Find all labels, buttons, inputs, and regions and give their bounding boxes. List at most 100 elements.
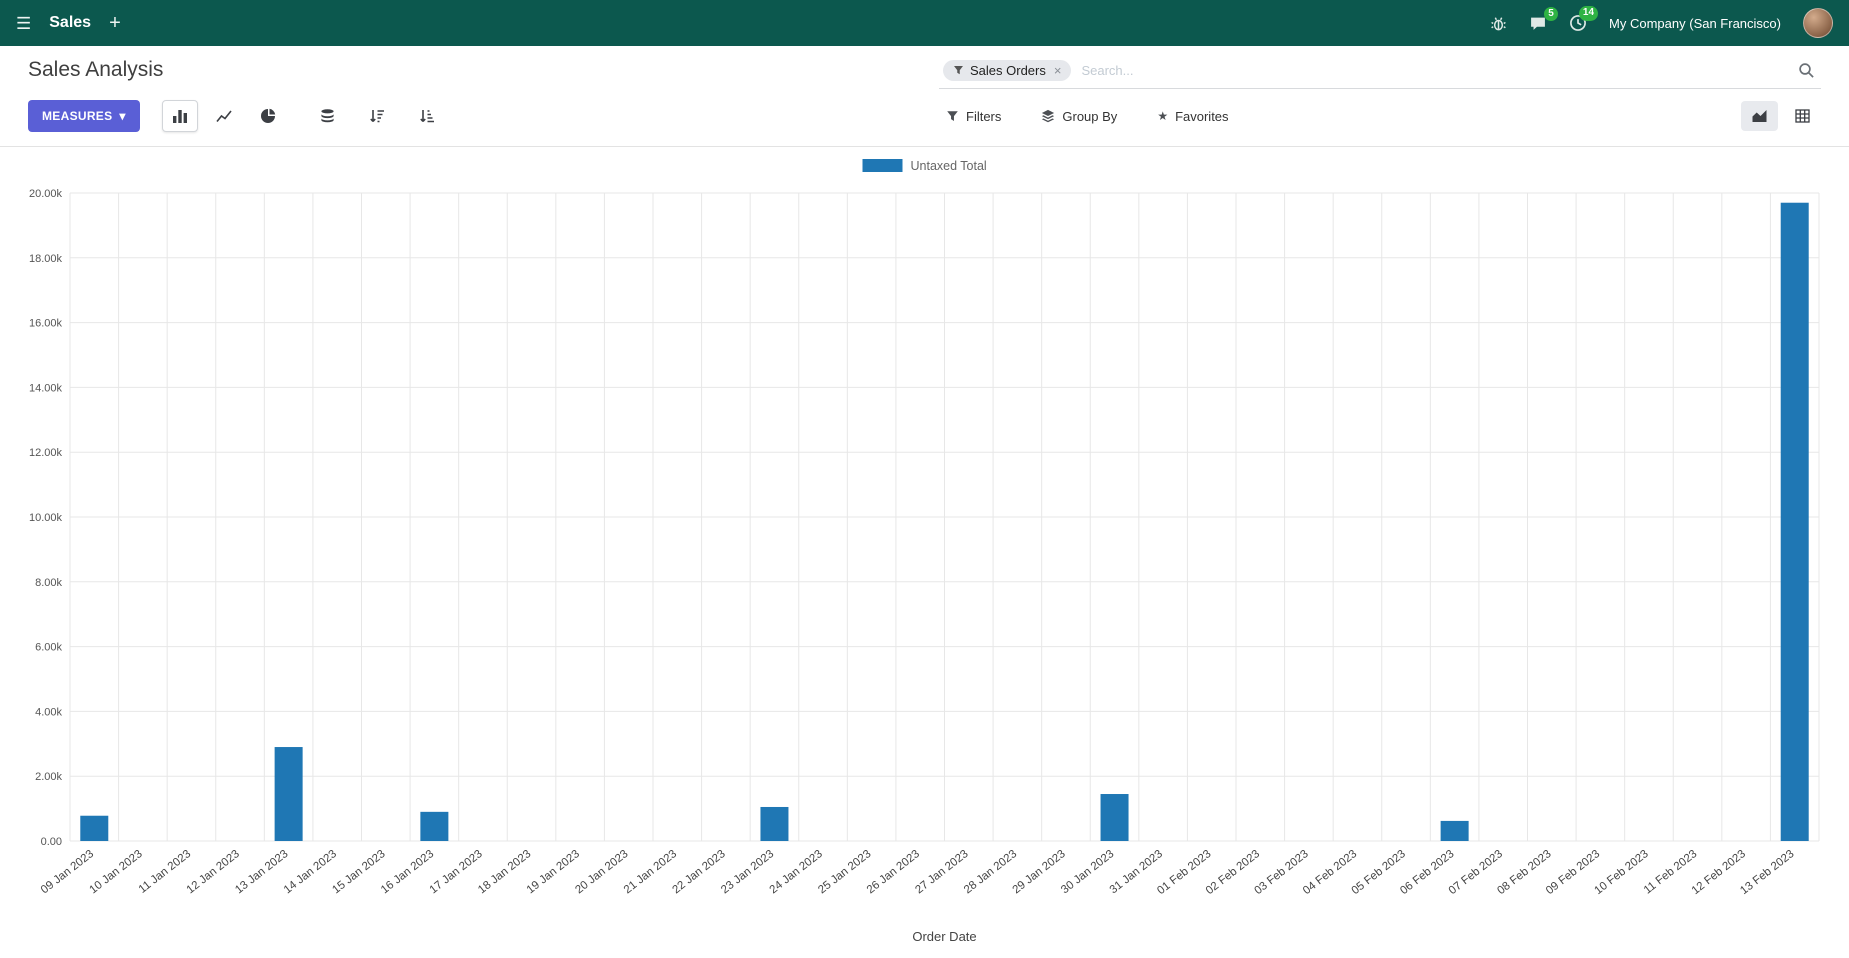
sort-descending-button[interactable] bbox=[359, 100, 395, 132]
search-bar: Sales Orders × bbox=[939, 58, 1821, 89]
facet-remove-icon[interactable]: × bbox=[1053, 63, 1062, 78]
x-tick-label: 22 Jan 2023 bbox=[670, 848, 727, 896]
stacked-toggle-button[interactable] bbox=[310, 100, 345, 132]
navbar-left: ☰ Sales + bbox=[16, 13, 121, 33]
search-submit-button[interactable] bbox=[1796, 62, 1817, 79]
bar-chart-button[interactable] bbox=[161, 100, 198, 132]
chart-bar[interactable] bbox=[760, 806, 789, 841]
stacked-icon bbox=[321, 109, 334, 123]
sort-descending-icon bbox=[369, 110, 384, 123]
graph-view-button[interactable] bbox=[1741, 101, 1778, 131]
chart-bar[interactable] bbox=[1100, 794, 1129, 841]
apps-menu-button[interactable]: ☰ bbox=[16, 15, 31, 32]
y-tick-label: 16.00k bbox=[29, 318, 63, 330]
measures-button[interactable]: MEASURES ▾ bbox=[28, 100, 140, 132]
measures-label: MEASURES bbox=[42, 109, 113, 123]
line-chart-button[interactable] bbox=[206, 100, 242, 132]
y-tick-label: 14.00k bbox=[29, 382, 63, 394]
y-tick-label: 0.00 bbox=[41, 836, 62, 848]
line-chart-icon bbox=[216, 110, 232, 123]
x-tick-label: 27 Jan 2023 bbox=[913, 848, 970, 896]
search-icon bbox=[1799, 63, 1814, 78]
top-navbar: ☰ Sales + 5 14 My Company (San Franc bbox=[0, 0, 1849, 46]
chart-bar[interactable] bbox=[420, 811, 449, 841]
pivot-view-icon bbox=[1795, 109, 1810, 123]
x-tick-label: 16 Jan 2023 bbox=[379, 848, 436, 896]
pivot-view-button[interactable] bbox=[1784, 101, 1821, 131]
control-panel-toolbar: MEASURES ▾ bbox=[28, 94, 1821, 138]
control-panel: Sales Analysis Sales Orders × MEASURES ▾ bbox=[0, 46, 1849, 147]
y-tick-label: 4.00k bbox=[35, 706, 62, 718]
chart-bar[interactable] bbox=[1780, 202, 1809, 842]
y-tick-label: 2.00k bbox=[35, 771, 62, 783]
sort-ascending-icon bbox=[419, 110, 434, 123]
x-tick-label: 15 Jan 2023 bbox=[330, 848, 387, 896]
user-avatar[interactable] bbox=[1803, 8, 1833, 38]
y-tick-label: 18.00k bbox=[29, 253, 63, 265]
x-axis-title: Order Date bbox=[912, 929, 976, 944]
sort-ascending-button[interactable] bbox=[409, 100, 445, 132]
x-tick-label: 23 Jan 2023 bbox=[719, 848, 776, 896]
x-tick-label: 26 Jan 2023 bbox=[865, 848, 922, 896]
filters-label: Filters bbox=[966, 108, 1002, 124]
new-tab-button[interactable]: + bbox=[109, 13, 121, 33]
pie-chart-icon bbox=[260, 108, 275, 123]
x-tick-label: 09 Jan 2023 bbox=[39, 848, 96, 896]
x-tick-label: 24 Jan 2023 bbox=[768, 848, 825, 896]
filter-icon bbox=[947, 110, 958, 121]
x-tick-label: 13 Feb 2023 bbox=[1738, 848, 1796, 897]
y-tick-label: 12.00k bbox=[29, 447, 63, 459]
graph-view-icon bbox=[1752, 110, 1767, 122]
chart-bar[interactable] bbox=[1440, 820, 1469, 841]
plus-icon: + bbox=[109, 12, 121, 34]
x-tick-label: 21 Jan 2023 bbox=[622, 848, 679, 896]
x-tick-label: 10 Feb 2023 bbox=[1593, 848, 1651, 897]
x-tick-label: 25 Jan 2023 bbox=[816, 848, 873, 896]
hamburger-icon: ☰ bbox=[16, 13, 32, 33]
x-tick-label: 29 Jan 2023 bbox=[1011, 848, 1068, 896]
filters-button[interactable]: Filters bbox=[940, 108, 1007, 125]
legend-swatch[interactable] bbox=[862, 159, 903, 172]
x-tick-label: 10 Jan 2023 bbox=[87, 848, 144, 896]
search-options-group: Filters Group By ★ Favorites bbox=[940, 108, 1235, 125]
chart-options-group bbox=[310, 100, 445, 132]
x-tick-label: 12 Jan 2023 bbox=[185, 848, 242, 896]
filter-facet-icon bbox=[954, 66, 963, 75]
favorites-label: Favorites bbox=[1175, 108, 1229, 124]
company-switcher[interactable]: My Company (San Francisco) bbox=[1609, 15, 1781, 31]
layers-icon bbox=[1042, 109, 1055, 123]
bar-chart-icon bbox=[172, 110, 187, 123]
search-facet-sales-orders[interactable]: Sales Orders × bbox=[943, 60, 1072, 81]
caret-down-icon: ▾ bbox=[119, 109, 126, 123]
pie-chart-button[interactable] bbox=[250, 100, 286, 132]
x-tick-label: 30 Jan 2023 bbox=[1059, 848, 1116, 896]
star-icon: ★ bbox=[1157, 109, 1169, 123]
x-tick-label: 13 Jan 2023 bbox=[233, 848, 290, 896]
messages-button[interactable]: 5 bbox=[1529, 6, 1559, 32]
view-switcher bbox=[1741, 101, 1821, 131]
group-by-button[interactable]: Group By bbox=[1035, 108, 1123, 125]
favorites-button[interactable]: ★ Favorites bbox=[1151, 108, 1234, 125]
y-tick-label: 8.00k bbox=[35, 577, 62, 589]
chart-bar[interactable] bbox=[274, 747, 303, 841]
navbar-systray: 5 14 My Company (San Francisco) bbox=[1490, 6, 1833, 38]
chart-type-group bbox=[161, 100, 286, 132]
sales-analysis-chart: 0.00 2.00k 4.00k 6.00k 8.00k 10.00k 12.00k 14.0… bbox=[29, 159, 1820, 944]
x-tick-label: 17 Jan 2023 bbox=[428, 848, 485, 896]
legend-label[interactable]: Untaxed Total bbox=[911, 159, 987, 173]
y-tick-label: 10.00k bbox=[29, 512, 63, 524]
page-title: Sales Analysis bbox=[28, 58, 164, 81]
search-facet-label: Sales Orders bbox=[970, 63, 1046, 78]
x-tick-label: 20 Jan 2023 bbox=[573, 848, 630, 896]
activities-badge: 14 bbox=[1578, 6, 1599, 21]
bug-icon bbox=[1491, 16, 1506, 30]
search-input[interactable] bbox=[1071, 59, 1796, 82]
activities-button[interactable]: 14 bbox=[1569, 6, 1599, 32]
group-by-label: Group By bbox=[1062, 108, 1118, 124]
debug-bug-button[interactable] bbox=[1490, 15, 1507, 32]
app-name[interactable]: Sales bbox=[49, 14, 92, 31]
x-tick-label: 28 Jan 2023 bbox=[962, 848, 1019, 896]
chart-bar[interactable] bbox=[80, 815, 109, 841]
x-tick-label: 18 Jan 2023 bbox=[476, 848, 533, 896]
messages-badge: 5 bbox=[1544, 6, 1559, 21]
